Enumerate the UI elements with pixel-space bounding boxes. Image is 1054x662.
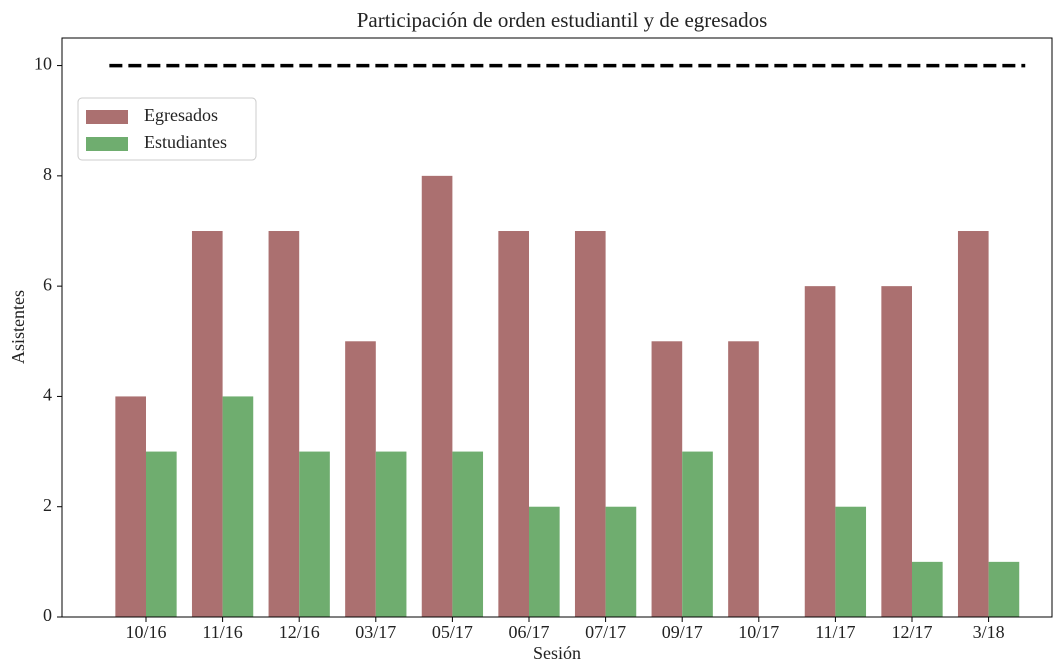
bar xyxy=(421,175,453,617)
x-tick-label: 06/17 xyxy=(508,622,549,642)
bar xyxy=(574,231,606,617)
bar xyxy=(345,341,376,617)
legend-swatch xyxy=(86,110,128,124)
x-tick-label: 03/17 xyxy=(355,622,396,642)
bar xyxy=(651,341,683,617)
x-tick-label: 10/17 xyxy=(738,622,779,642)
x-tick-label: 07/17 xyxy=(585,622,626,642)
x-tick-label: 09/17 xyxy=(662,622,703,642)
legend-label: Egresados xyxy=(144,105,218,125)
y-tick-label: 4 xyxy=(43,385,52,405)
legend: Egresados Estudiantes xyxy=(77,97,257,161)
bar xyxy=(988,561,1020,617)
legend-label: Estudiantes xyxy=(144,132,227,152)
bar xyxy=(728,341,759,617)
bar xyxy=(299,451,330,617)
x-tick-label: 10/16 xyxy=(125,622,166,642)
bar xyxy=(529,506,560,617)
x-tick-label: 12/16 xyxy=(279,622,320,642)
x-tick-label: 11/16 xyxy=(202,622,242,642)
bar xyxy=(605,506,637,617)
bar xyxy=(146,451,177,617)
y-axis-label: Asistentes xyxy=(8,290,28,364)
x-tick-label: 05/17 xyxy=(432,622,473,642)
bar xyxy=(191,231,223,617)
bar xyxy=(804,286,836,617)
bar xyxy=(957,231,989,617)
bar xyxy=(498,231,529,617)
y-tick-label: 0 xyxy=(43,605,52,625)
x-axis-label: Sesión xyxy=(533,643,581,662)
bar xyxy=(881,286,912,617)
bar xyxy=(452,451,484,617)
y-tick-label: 6 xyxy=(43,274,52,294)
bar xyxy=(682,451,713,617)
y-tick-label: 2 xyxy=(43,495,52,515)
bar xyxy=(375,451,407,617)
x-tick-label: 11/17 xyxy=(815,622,855,642)
legend-swatch xyxy=(86,137,128,151)
y-tick-label: 8 xyxy=(43,164,52,184)
plot-frame xyxy=(61,37,1053,618)
bar xyxy=(115,396,146,617)
x-tick-label: 12/17 xyxy=(891,622,932,642)
bar xyxy=(912,561,943,617)
bar xyxy=(222,396,254,617)
x-tick-label: 3/18 xyxy=(973,622,1005,642)
chart-title: Participación de orden estudiantil y de … xyxy=(357,8,768,32)
bar xyxy=(268,231,300,617)
y-tick-label: 10 xyxy=(34,54,52,74)
bar xyxy=(835,506,867,617)
